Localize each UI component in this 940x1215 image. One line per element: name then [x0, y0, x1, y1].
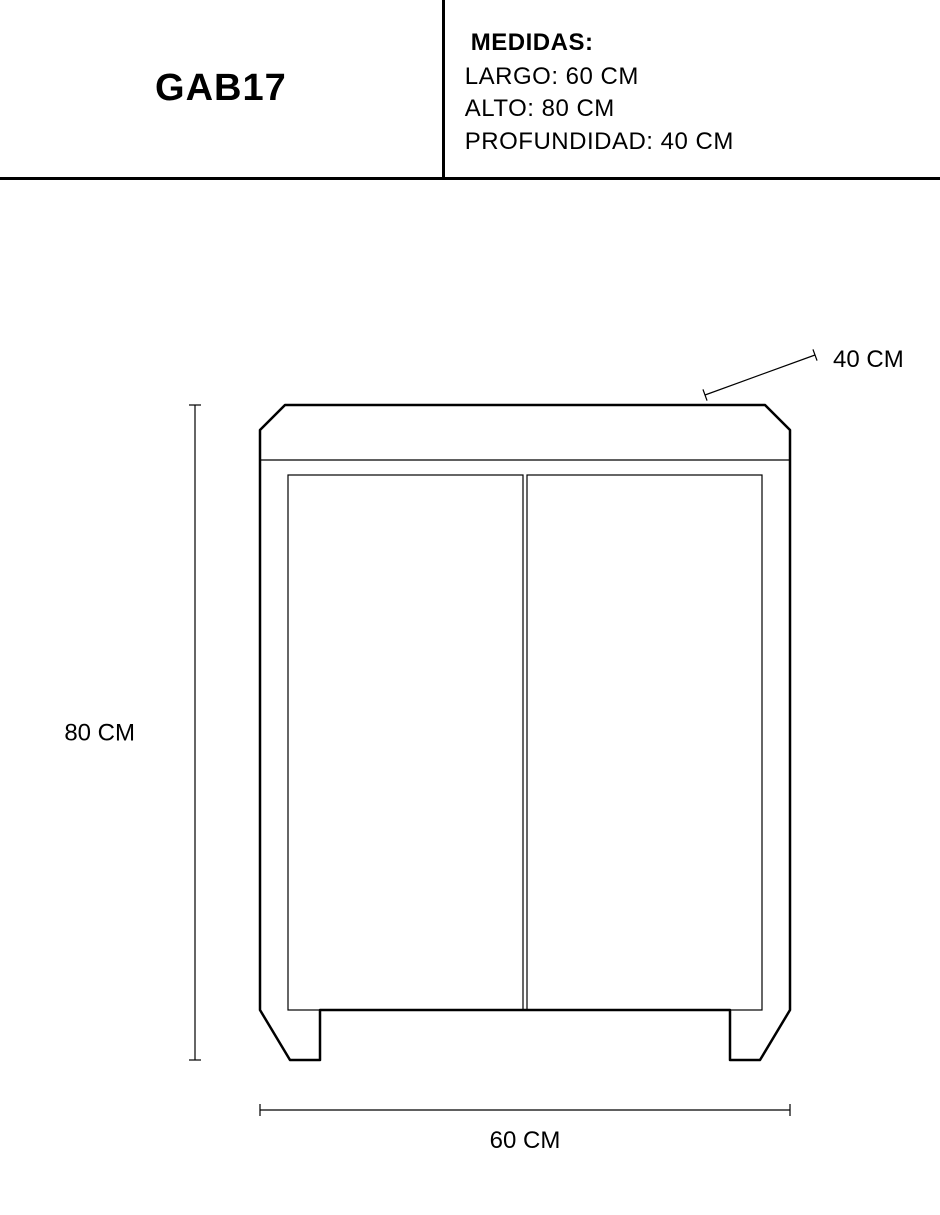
svg-text:60 CM: 60 CM [490, 1127, 561, 1154]
cabinet-drawing: 80 CM 60 CM 40 CM [0, 180, 940, 1210]
largo-label: LARGO: [465, 63, 559, 90]
svg-text:80 CM: 80 CM [64, 720, 135, 747]
product-code: GAB17 [155, 67, 287, 110]
header-right: MEDIDAS: LARGO: 60 CM ALTO: 80 CM PROFUN… [445, 0, 940, 177]
largo-line: LARGO: 60 CM [465, 61, 930, 93]
measures-title: MEDIDAS: [471, 29, 930, 57]
alto-value: 80 CM [542, 95, 615, 122]
drawing-area: 80 CM 60 CM 40 CM [0, 180, 940, 1210]
largo-value: 60 CM [566, 63, 639, 90]
header-left: GAB17 [0, 0, 442, 177]
profundidad-line: PROFUNDIDAD: 40 CM [465, 126, 930, 158]
profundidad-value: 40 CM [661, 128, 734, 155]
alto-line: ALTO: 80 CM [465, 93, 930, 125]
profundidad-label: PROFUNDIDAD: [465, 128, 654, 155]
alto-label: ALTO: [465, 95, 535, 122]
svg-text:40 CM: 40 CM [833, 346, 904, 373]
spec-header: GAB17 MEDIDAS: LARGO: 60 CM ALTO: 80 CM … [0, 0, 940, 180]
